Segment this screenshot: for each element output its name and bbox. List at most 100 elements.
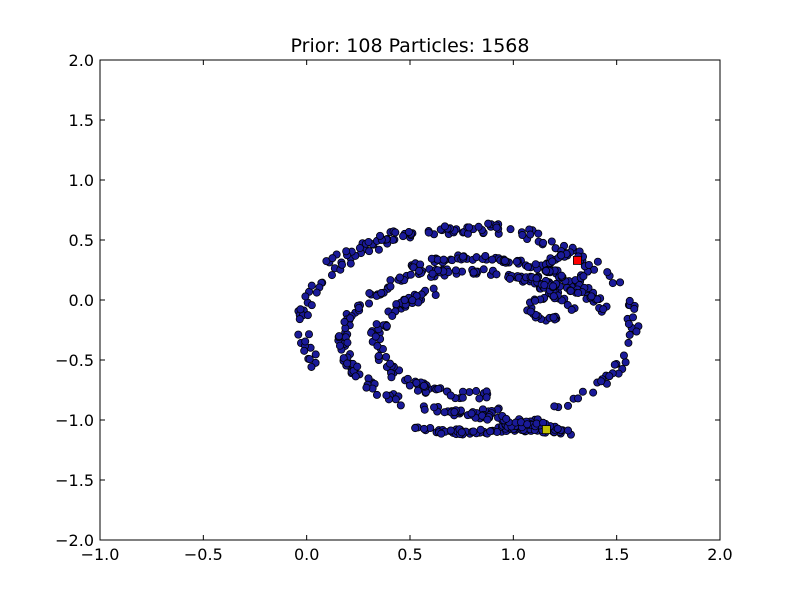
particle-point xyxy=(532,419,541,428)
particle-point xyxy=(563,401,572,410)
particle-point xyxy=(353,362,362,371)
particle-point xyxy=(482,393,491,402)
y-tick-label: −1.5 xyxy=(55,471,94,490)
particle-point xyxy=(340,317,349,326)
plot-area: −1.0 −0.5 0.0 0.5 1.0 1.5 2.0 −2.0 −1.5 −1.0 −0.5 0… xyxy=(55,51,733,564)
x-tick-label: −0.5 xyxy=(184,545,223,564)
particle-point xyxy=(327,271,336,280)
particle-point xyxy=(430,403,439,412)
particle-point xyxy=(343,359,352,368)
particle-point xyxy=(589,388,598,397)
particle-point xyxy=(354,303,363,312)
particle-point xyxy=(457,428,466,437)
particle-point xyxy=(587,292,596,301)
particle-point xyxy=(296,305,305,314)
particle-point xyxy=(307,281,316,290)
y-tick-label: 1.5 xyxy=(69,111,94,130)
particle-point xyxy=(564,426,573,435)
particle-point xyxy=(539,238,548,247)
particle-point xyxy=(440,408,449,417)
particle-point xyxy=(531,260,540,269)
particle-point xyxy=(625,296,634,305)
particle-point xyxy=(532,274,541,283)
particle-point xyxy=(404,228,413,237)
particle-point xyxy=(295,315,304,324)
particle-point xyxy=(593,257,602,266)
particle-point xyxy=(616,278,625,287)
particle-point xyxy=(625,330,634,339)
particle-point xyxy=(434,384,443,393)
particle-point xyxy=(512,257,521,266)
particle-point xyxy=(355,244,364,253)
particle-point xyxy=(540,280,549,289)
particle-point xyxy=(437,429,446,438)
particle-point xyxy=(526,307,535,316)
particle-point xyxy=(311,350,320,359)
particle-point xyxy=(409,263,418,272)
particle-point xyxy=(373,341,382,350)
particle-point xyxy=(405,381,414,390)
particle-point xyxy=(372,390,381,399)
particle-point xyxy=(630,304,639,313)
particle-point xyxy=(472,387,481,396)
yellow-square-marker xyxy=(542,425,551,435)
particle-point xyxy=(420,424,429,433)
y-tick-label: 0.0 xyxy=(69,291,94,310)
particle-point xyxy=(481,252,490,261)
particle-point xyxy=(531,296,540,305)
particle-point xyxy=(610,360,619,369)
particle-point xyxy=(429,284,438,293)
particle-point xyxy=(624,319,633,328)
particle-point xyxy=(416,260,425,269)
particle-point xyxy=(484,219,493,228)
particle-point xyxy=(386,282,395,291)
particle-point xyxy=(382,352,391,361)
particle-point xyxy=(500,256,509,265)
particle-point xyxy=(328,254,337,263)
x-tick-label: 1.0 xyxy=(501,545,526,564)
particle-point xyxy=(632,327,641,336)
particle-point xyxy=(301,292,310,301)
particle-point xyxy=(549,313,558,322)
particle-point xyxy=(534,229,543,238)
particle-point xyxy=(307,301,316,310)
particle-point xyxy=(346,259,355,268)
particle-point xyxy=(621,358,630,367)
particle-point xyxy=(305,355,314,364)
particle-point xyxy=(619,351,628,360)
particle-point xyxy=(523,420,532,429)
particle-point xyxy=(506,225,515,234)
particle-point xyxy=(385,359,394,368)
particle-point xyxy=(505,274,514,283)
particle-point xyxy=(387,373,396,382)
particle-point xyxy=(412,378,421,387)
particle-point xyxy=(578,387,587,396)
particle-point xyxy=(440,222,449,231)
particle-point xyxy=(557,251,566,260)
x-tick-label: 2.0 xyxy=(707,545,732,564)
particle-point xyxy=(391,228,400,237)
chart-title: Prior: 108 Particles: 1568 xyxy=(291,35,530,57)
y-tick-label: −0.5 xyxy=(55,351,94,370)
particle-point xyxy=(364,374,373,383)
particle-point xyxy=(492,270,501,279)
particle-point xyxy=(335,341,344,350)
y-tick-label: −2.0 xyxy=(55,531,94,550)
particle-point xyxy=(526,230,535,239)
particle-point xyxy=(371,332,380,341)
particle-point xyxy=(300,346,309,355)
particle-point xyxy=(395,273,404,282)
particle-point xyxy=(567,305,576,314)
particle-point xyxy=(382,391,391,400)
red-square-marker xyxy=(573,255,582,265)
particle-point xyxy=(303,311,312,320)
particle-point xyxy=(450,407,459,416)
particle-point xyxy=(446,426,455,435)
particle-point xyxy=(486,427,495,436)
particle-point xyxy=(392,300,401,309)
particle-point xyxy=(465,223,474,232)
particle-point xyxy=(488,255,497,264)
particle-point xyxy=(372,320,381,329)
particle-point xyxy=(446,391,455,400)
